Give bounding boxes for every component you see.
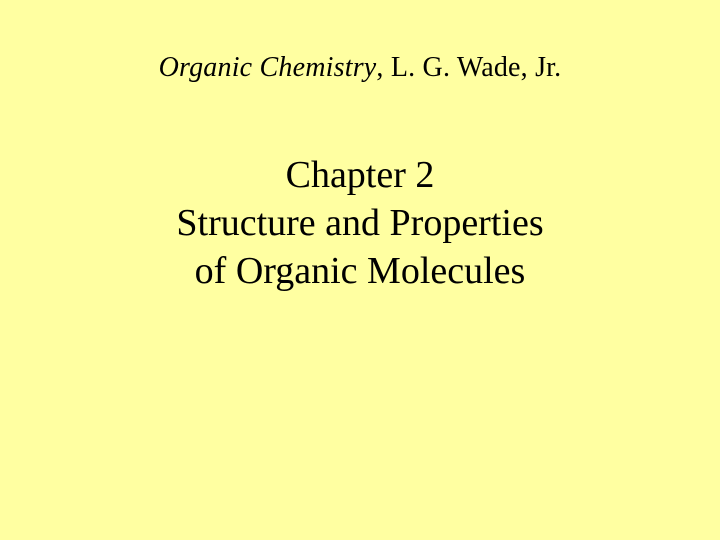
book-title: Organic Chemistry <box>159 52 377 83</box>
chapter-line-1: Chapter 2 <box>0 152 720 200</box>
author-name: , L. G. Wade, Jr. <box>376 52 561 83</box>
slide-container: Organic Chemistry, L. G. Wade, Jr. Chapt… <box>0 0 720 540</box>
chapter-title: Chapter 2 Structure and Properties of Or… <box>0 152 720 296</box>
chapter-line-3: of Organic Molecules <box>0 248 720 296</box>
chapter-line-2: Structure and Properties <box>0 200 720 248</box>
header-attribution: Organic Chemistry, L. G. Wade, Jr. <box>0 52 720 84</box>
